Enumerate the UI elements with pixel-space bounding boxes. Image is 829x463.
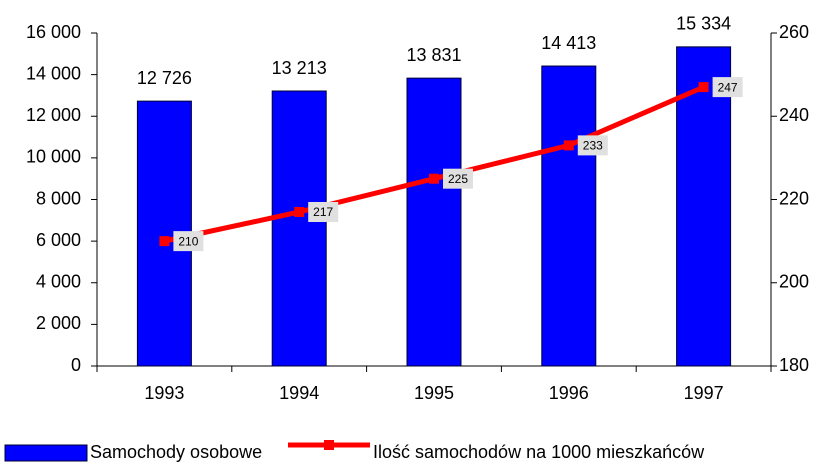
- y-tick-label: 8 000: [36, 188, 81, 208]
- y-tick-label: 16 000: [26, 22, 81, 42]
- x-tick-label: 1995: [414, 383, 454, 403]
- y-tick-label: 4 000: [36, 272, 81, 292]
- y2-tick-label: 220: [779, 188, 809, 208]
- x-tick-label: 1993: [144, 383, 184, 403]
- x-tick-label: 1997: [684, 383, 724, 403]
- y2-tick-label: 180: [779, 355, 809, 375]
- y-tick-label: 12 000: [26, 105, 81, 125]
- y-tick-label: 10 000: [26, 147, 81, 167]
- legend-marker: [324, 440, 334, 450]
- y-tick-label: 0: [71, 355, 81, 375]
- line-value-label: 247: [718, 80, 738, 94]
- bar-value-label: 13 831: [406, 45, 461, 65]
- y2-tick-label: 260: [779, 22, 809, 42]
- line-value-label: 217: [313, 205, 333, 219]
- legend-swatch: [4, 444, 88, 462]
- line-value-label: 210: [178, 234, 198, 248]
- line-marker: [159, 236, 170, 247]
- bar: [676, 46, 732, 367]
- data-label-box: [173, 231, 204, 252]
- data-label-box: [712, 77, 743, 98]
- data-label-box: [577, 135, 608, 156]
- y2-tick-label: 240: [779, 105, 809, 125]
- bar-value-label: 15 334: [676, 14, 731, 34]
- bar: [541, 65, 597, 367]
- line-value-label: 233: [583, 139, 603, 153]
- bar-value-label: 12 726: [137, 68, 192, 88]
- y-tick-label: 2 000: [36, 313, 81, 333]
- data-label-box: [443, 168, 473, 189]
- y-tick-label: 14 000: [26, 63, 81, 83]
- legend-label: Ilość samochodów na 1000 mieszkańców: [373, 442, 705, 462]
- y2-tick-label: 200: [779, 272, 809, 292]
- line-marker: [294, 206, 305, 217]
- data-label-box: [308, 201, 339, 222]
- x-tick-label: 1994: [279, 383, 319, 403]
- x-tick-label: 1996: [549, 383, 589, 403]
- line-marker: [429, 173, 439, 184]
- bar-value-label: 14 413: [541, 33, 596, 53]
- bar: [271, 90, 327, 367]
- y-tick-label: 6 000: [36, 230, 81, 250]
- bar: [406, 77, 462, 367]
- bar-value-label: 13 213: [272, 58, 327, 78]
- legend-label: Samochody osobowe: [90, 442, 262, 462]
- line-marker: [698, 82, 709, 93]
- line-marker: [563, 140, 574, 151]
- line-value-label: 225: [448, 172, 468, 186]
